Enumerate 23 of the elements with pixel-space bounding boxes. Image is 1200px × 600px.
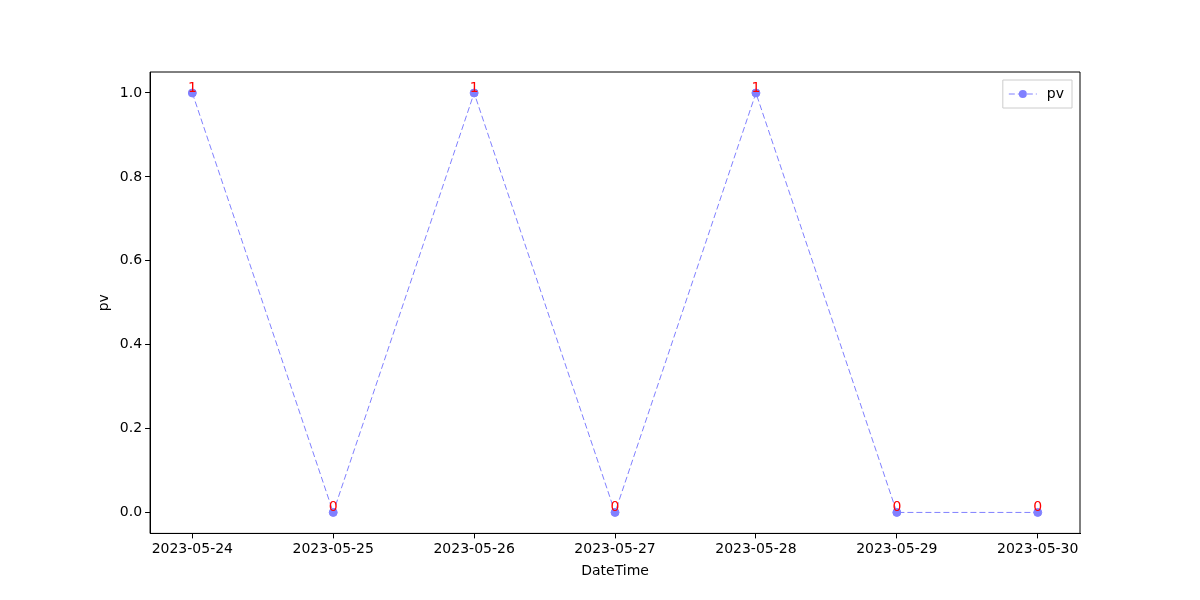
x-tick-label: 2023-05-29 bbox=[856, 540, 938, 557]
data-label: 0 bbox=[892, 498, 902, 515]
y-tick-label: 0.2 bbox=[119, 419, 143, 436]
y-axis-title: pv bbox=[95, 294, 112, 312]
data-label: 0 bbox=[1033, 498, 1043, 515]
y-tick-label: 0.6 bbox=[119, 251, 143, 268]
y-tick-label: 0.4 bbox=[119, 335, 143, 352]
legend-label: pv bbox=[1046, 84, 1064, 101]
y-tick-label: 0.8 bbox=[119, 167, 143, 184]
data-label: 1 bbox=[187, 78, 197, 95]
data-label: 0 bbox=[328, 498, 338, 515]
x-tick-label: 2023-05-30 bbox=[997, 540, 1079, 557]
x-tick-label: 2023-05-28 bbox=[715, 540, 797, 557]
x-tick-label: 2023-05-27 bbox=[574, 540, 656, 557]
data-label: 1 bbox=[469, 78, 479, 95]
x-tick-label: 2023-05-26 bbox=[433, 540, 515, 557]
x-tick-label: 2023-05-25 bbox=[292, 540, 374, 557]
y-tick-label: 0.0 bbox=[119, 503, 143, 520]
data-label: 1 bbox=[751, 78, 761, 95]
y-tick-label: 1.0 bbox=[119, 83, 143, 100]
data-label: 0 bbox=[610, 498, 620, 515]
x-axis-title: DateTime bbox=[581, 562, 649, 579]
x-tick-label: 2023-05-24 bbox=[151, 540, 234, 557]
